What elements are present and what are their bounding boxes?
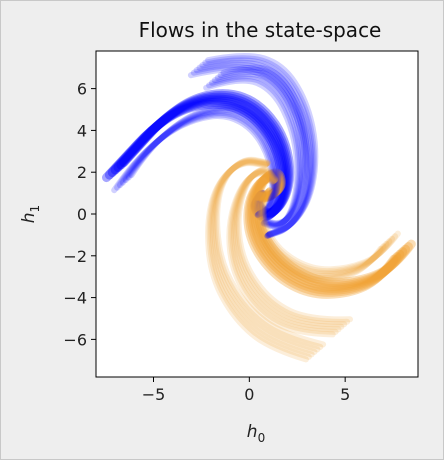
y-tick-label: −4 (63, 289, 87, 308)
series-1-strand-5 (251, 169, 413, 289)
series-5-strand-0 (226, 170, 336, 338)
series-4-strand-2 (256, 188, 390, 280)
series-0 (102, 89, 295, 222)
series-5-strand-3 (231, 168, 345, 330)
series-1-strand-1 (245, 173, 402, 297)
series-2-strand-5 (125, 104, 281, 217)
series-7-strand-2 (193, 61, 313, 239)
series-1-strand-6 (252, 168, 416, 287)
series-3-strand-3 (211, 71, 305, 228)
series-1-strand-0 (243, 174, 399, 299)
series-7-strand-6 (205, 52, 319, 237)
series-3-strand-2 (209, 73, 304, 229)
series-5 (226, 166, 353, 338)
series-1-strand-4 (249, 170, 410, 291)
series-0-strand-3 (110, 94, 291, 220)
plot-area (96, 51, 418, 377)
series-1-strand-2 (246, 172, 405, 295)
series-1 (243, 168, 416, 299)
x-axis-label-subscript: 0 (258, 431, 266, 445)
series-5-strand-6 (235, 166, 353, 323)
series-4-strand-3 (257, 188, 393, 278)
series-2-strand-2 (117, 109, 278, 218)
chart-title: Flows in the state-space (139, 18, 382, 42)
series-7-strand-0 (187, 66, 311, 239)
series-4-strand-6 (260, 186, 401, 273)
series-6-strand-5 (212, 157, 324, 350)
y-axis-label: h1 (19, 205, 42, 223)
series-2-strand-3 (119, 108, 279, 217)
series-3-strand-6 (220, 64, 310, 227)
y-tick-label: −2 (63, 247, 87, 266)
series-0-strand-0 (102, 99, 287, 222)
series-0-strand-4 (113, 92, 292, 219)
series-4 (254, 186, 401, 283)
series-5-strand-5 (234, 167, 351, 325)
series-0-strand-1 (104, 97, 288, 221)
series-4-strand-1 (255, 188, 387, 282)
series-6-strand-1 (206, 159, 312, 360)
series-5-strand-1 (227, 169, 339, 335)
series-4-strand-0 (254, 189, 384, 283)
y-tick-label: 2 (77, 163, 87, 182)
series-4-strand-4 (258, 187, 396, 276)
series-4-strand-5 (259, 187, 398, 275)
series-7-strand-3 (196, 59, 315, 238)
series-5-strand-4 (232, 167, 348, 328)
series-5-strand-2 (229, 169, 342, 333)
series-0-strand-2 (107, 96, 290, 221)
y-axis-label-subscript: 1 (28, 205, 42, 213)
series-3-strand-4 (214, 68, 307, 228)
series-6-strand-3 (209, 158, 318, 355)
series-2-strand-6 (128, 103, 282, 216)
series-6-strand-2 (208, 159, 315, 358)
y-tick-label: 0 (77, 205, 87, 224)
series-7-strand-1 (190, 63, 312, 239)
series-1-strand-3 (248, 171, 408, 293)
series-2 (111, 103, 282, 219)
series-3-strand-0 (203, 77, 301, 230)
series-7 (187, 52, 319, 239)
y-tick-label: −6 (63, 330, 87, 349)
series-2-strand-4 (122, 106, 280, 217)
series-6-strand-6 (214, 156, 327, 348)
series-7-strand-5 (202, 55, 317, 238)
series-6 (205, 156, 327, 363)
series-2-strand-1 (114, 111, 277, 218)
y-axis-label-main: h (19, 212, 39, 223)
series-3-strand-5 (217, 66, 308, 227)
series-7-strand-4 (199, 57, 316, 238)
x-axis-label: h0 (247, 422, 265, 445)
series-0-strand-5 (116, 90, 293, 218)
series-0-strand-6 (119, 89, 295, 217)
y-tick-label: 4 (77, 121, 87, 140)
x-tick-label: 5 (340, 385, 350, 404)
x-tick-label: 0 (244, 385, 254, 404)
series-6-strand-0 (205, 160, 309, 363)
series-3-strand-1 (206, 75, 302, 230)
series-6-strand-4 (211, 157, 321, 353)
x-tick-label: −5 (142, 385, 166, 404)
x-axis-label-main: h (247, 422, 258, 442)
y-tick-label: 6 (77, 80, 87, 99)
series-3 (203, 64, 310, 230)
series-2-strand-0 (111, 113, 276, 219)
